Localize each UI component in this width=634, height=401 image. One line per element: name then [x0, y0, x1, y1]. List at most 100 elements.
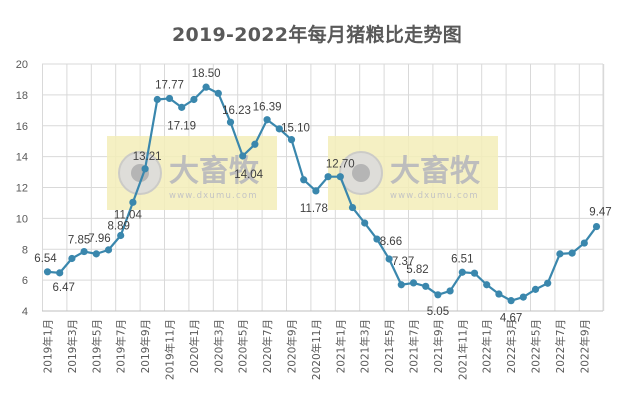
svg-text:大畜牧: 大畜牧 [390, 154, 481, 189]
watermark: 大畜牧 www.dxumu.com 大畜牧 www.dxumu.com [107, 136, 498, 210]
data-point [446, 287, 454, 295]
y-tick-label: 18 [16, 90, 28, 102]
data-point [56, 269, 64, 277]
data-point [580, 239, 588, 247]
data-point [470, 269, 479, 277]
data-label: 11.78 [300, 203, 328, 215]
data-point [458, 268, 466, 276]
x-tick-label: 2021年9月 [432, 319, 445, 373]
x-tick-label: 2021年5月 [383, 319, 396, 373]
data-point [361, 219, 369, 227]
data-point [312, 187, 320, 195]
data-label: 8.89 [108, 221, 130, 233]
data-point [397, 281, 405, 289]
data-point [104, 246, 113, 254]
data-point [348, 203, 357, 212]
data-label: 15.10 [281, 123, 310, 135]
data-label: 13.21 [133, 151, 162, 163]
x-tick-label: 2019年7月 [115, 319, 128, 373]
y-tick-label: 14 [16, 152, 28, 164]
data-label: 9.47 [589, 207, 611, 219]
data-label: 6.47 [53, 282, 75, 294]
data-point [165, 94, 174, 103]
data-point [531, 285, 540, 293]
data-label: 8.66 [380, 236, 402, 248]
data-point [324, 173, 332, 181]
x-tick-label: 2020年3月 [212, 319, 225, 373]
x-tick-label: 2022年5月 [530, 319, 543, 373]
data-point [43, 268, 52, 276]
data-point [92, 250, 100, 258]
data-point [373, 235, 381, 243]
x-tick-label: 2021年11月 [456, 319, 469, 380]
data-label: 17.19 [167, 120, 196, 132]
x-tick-label: 2022年3月 [505, 319, 518, 373]
data-label: 14.04 [234, 169, 263, 181]
x-tick-label: 2020年5月 [237, 319, 250, 373]
x-tick-label: 2021年1月 [334, 319, 347, 373]
data-label: 7.37 [392, 256, 414, 268]
data-point [190, 95, 198, 104]
y-tick-label: 4 [22, 306, 28, 318]
data-label: 6.51 [451, 253, 473, 265]
svg-text:www.dxumu.com: www.dxumu.com [390, 191, 479, 201]
data-point [336, 173, 344, 181]
data-label: 18.50 [192, 68, 221, 80]
data-point [556, 250, 564, 258]
data-label: 16.39 [253, 102, 282, 114]
data-point [153, 95, 161, 104]
data-point [117, 231, 125, 240]
data-point [544, 279, 552, 287]
x-axis: 2019年1月 2019年3月 2019年5月 2019年7月 2019年9月 2019年… [42, 319, 592, 380]
data-point [251, 140, 259, 148]
x-tick-label: 2022年7月 [554, 319, 567, 373]
data-label: 5.05 [427, 306, 449, 318]
data-point [434, 291, 442, 299]
data-point [129, 198, 137, 206]
x-tick-label: 2020年1月 [188, 319, 201, 373]
x-tick-label: 2020年9月 [286, 319, 299, 373]
x-tick-label: 2021年3月 [359, 319, 372, 373]
data-point [68, 254, 76, 263]
data-point [226, 118, 235, 126]
data-series [43, 83, 601, 305]
x-tick-label: 2019年11月 [164, 319, 177, 380]
data-point [483, 281, 491, 289]
x-tick-label: 2021年7月 [408, 319, 421, 373]
x-tick-label: 2022年9月 [578, 319, 591, 373]
data-label: 11.04 [114, 209, 143, 221]
y-tick-label: 6 [22, 275, 28, 287]
y-tick-label: 16 [16, 121, 28, 133]
data-point [80, 247, 88, 256]
x-tick-label: 2020年7月 [261, 319, 274, 373]
x-tick-label: 2019年3月 [66, 319, 79, 373]
chart-title: 2019-2022年每月猪粮比走势图 [171, 24, 463, 46]
data-point [592, 222, 601, 231]
data-point [495, 290, 503, 298]
data-point [507, 297, 515, 305]
svg-text:大畜牧: 大畜牧 [169, 154, 260, 189]
data-point [141, 165, 149, 173]
x-tick-label: 2020年11月 [310, 319, 323, 380]
data-label: 4.67 [500, 313, 522, 325]
grid-lines [42, 63, 605, 312]
data-point [287, 136, 296, 144]
svg-text:www.dxumu.com: www.dxumu.com [169, 191, 258, 201]
y-tick-label: 12 [16, 183, 28, 195]
data-point [385, 255, 393, 263]
data-point [214, 89, 222, 97]
y-tick-label: 10 [16, 213, 28, 225]
data-point [568, 249, 576, 257]
y-tick-label: 20 [16, 59, 28, 71]
y-axis: 4 6 8 10 12 14 16 18 20 [16, 59, 28, 318]
data-label: 7.85 [68, 235, 90, 247]
data-point [178, 103, 186, 111]
data-point [275, 125, 283, 133]
x-tick-label: 2019年9月 [139, 319, 152, 373]
data-label: 16.23 [222, 105, 251, 117]
data-point [263, 116, 271, 124]
data-point [202, 83, 210, 91]
x-tick-label: 2019年5月 [90, 319, 103, 373]
data-label: 5.82 [406, 264, 428, 276]
y-tick-label: 8 [22, 244, 28, 256]
